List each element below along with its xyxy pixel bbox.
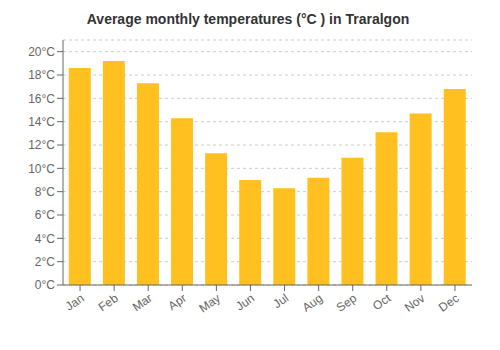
html-text:Average monthly temperatures (: Average monthly temperatures (°C ) in Tr… — [86, 11, 410, 27]
svg-text:12°C: 12°C — [28, 138, 55, 152]
svg-text:Jan: Jan — [63, 291, 87, 314]
svg-text:Dec: Dec — [436, 291, 462, 315]
svg-text:4°C: 4°C — [35, 232, 55, 246]
svg-text:0°C: 0°C — [35, 278, 55, 292]
svg-text:Jul: Jul — [271, 291, 292, 311]
svg-text:Oct: Oct — [370, 291, 394, 314]
svg-text:8°C: 8°C — [35, 185, 55, 199]
svg-text:Jun: Jun — [233, 291, 257, 314]
svg-text:Mar: Mar — [130, 291, 155, 314]
svg-text:20°C: 20°C — [28, 45, 55, 59]
svg-text:Sep: Sep — [334, 291, 360, 315]
svg-text:Feb: Feb — [96, 291, 121, 315]
svg-text:10°C: 10°C — [28, 162, 55, 176]
svg-text:16°C: 16°C — [28, 92, 55, 106]
svg-text:Nov: Nov — [402, 291, 428, 315]
svg-text:2°C: 2°C — [35, 255, 55, 269]
svg-text:14°C: 14°C — [28, 115, 55, 129]
svg-text:6°C: 6°C — [35, 208, 55, 222]
svg-text:Apr: Apr — [166, 291, 189, 313]
svg-text:18°C: 18°C — [28, 68, 55, 82]
svg-text:Aug: Aug — [300, 291, 326, 315]
svg-text:May: May — [196, 291, 223, 315]
